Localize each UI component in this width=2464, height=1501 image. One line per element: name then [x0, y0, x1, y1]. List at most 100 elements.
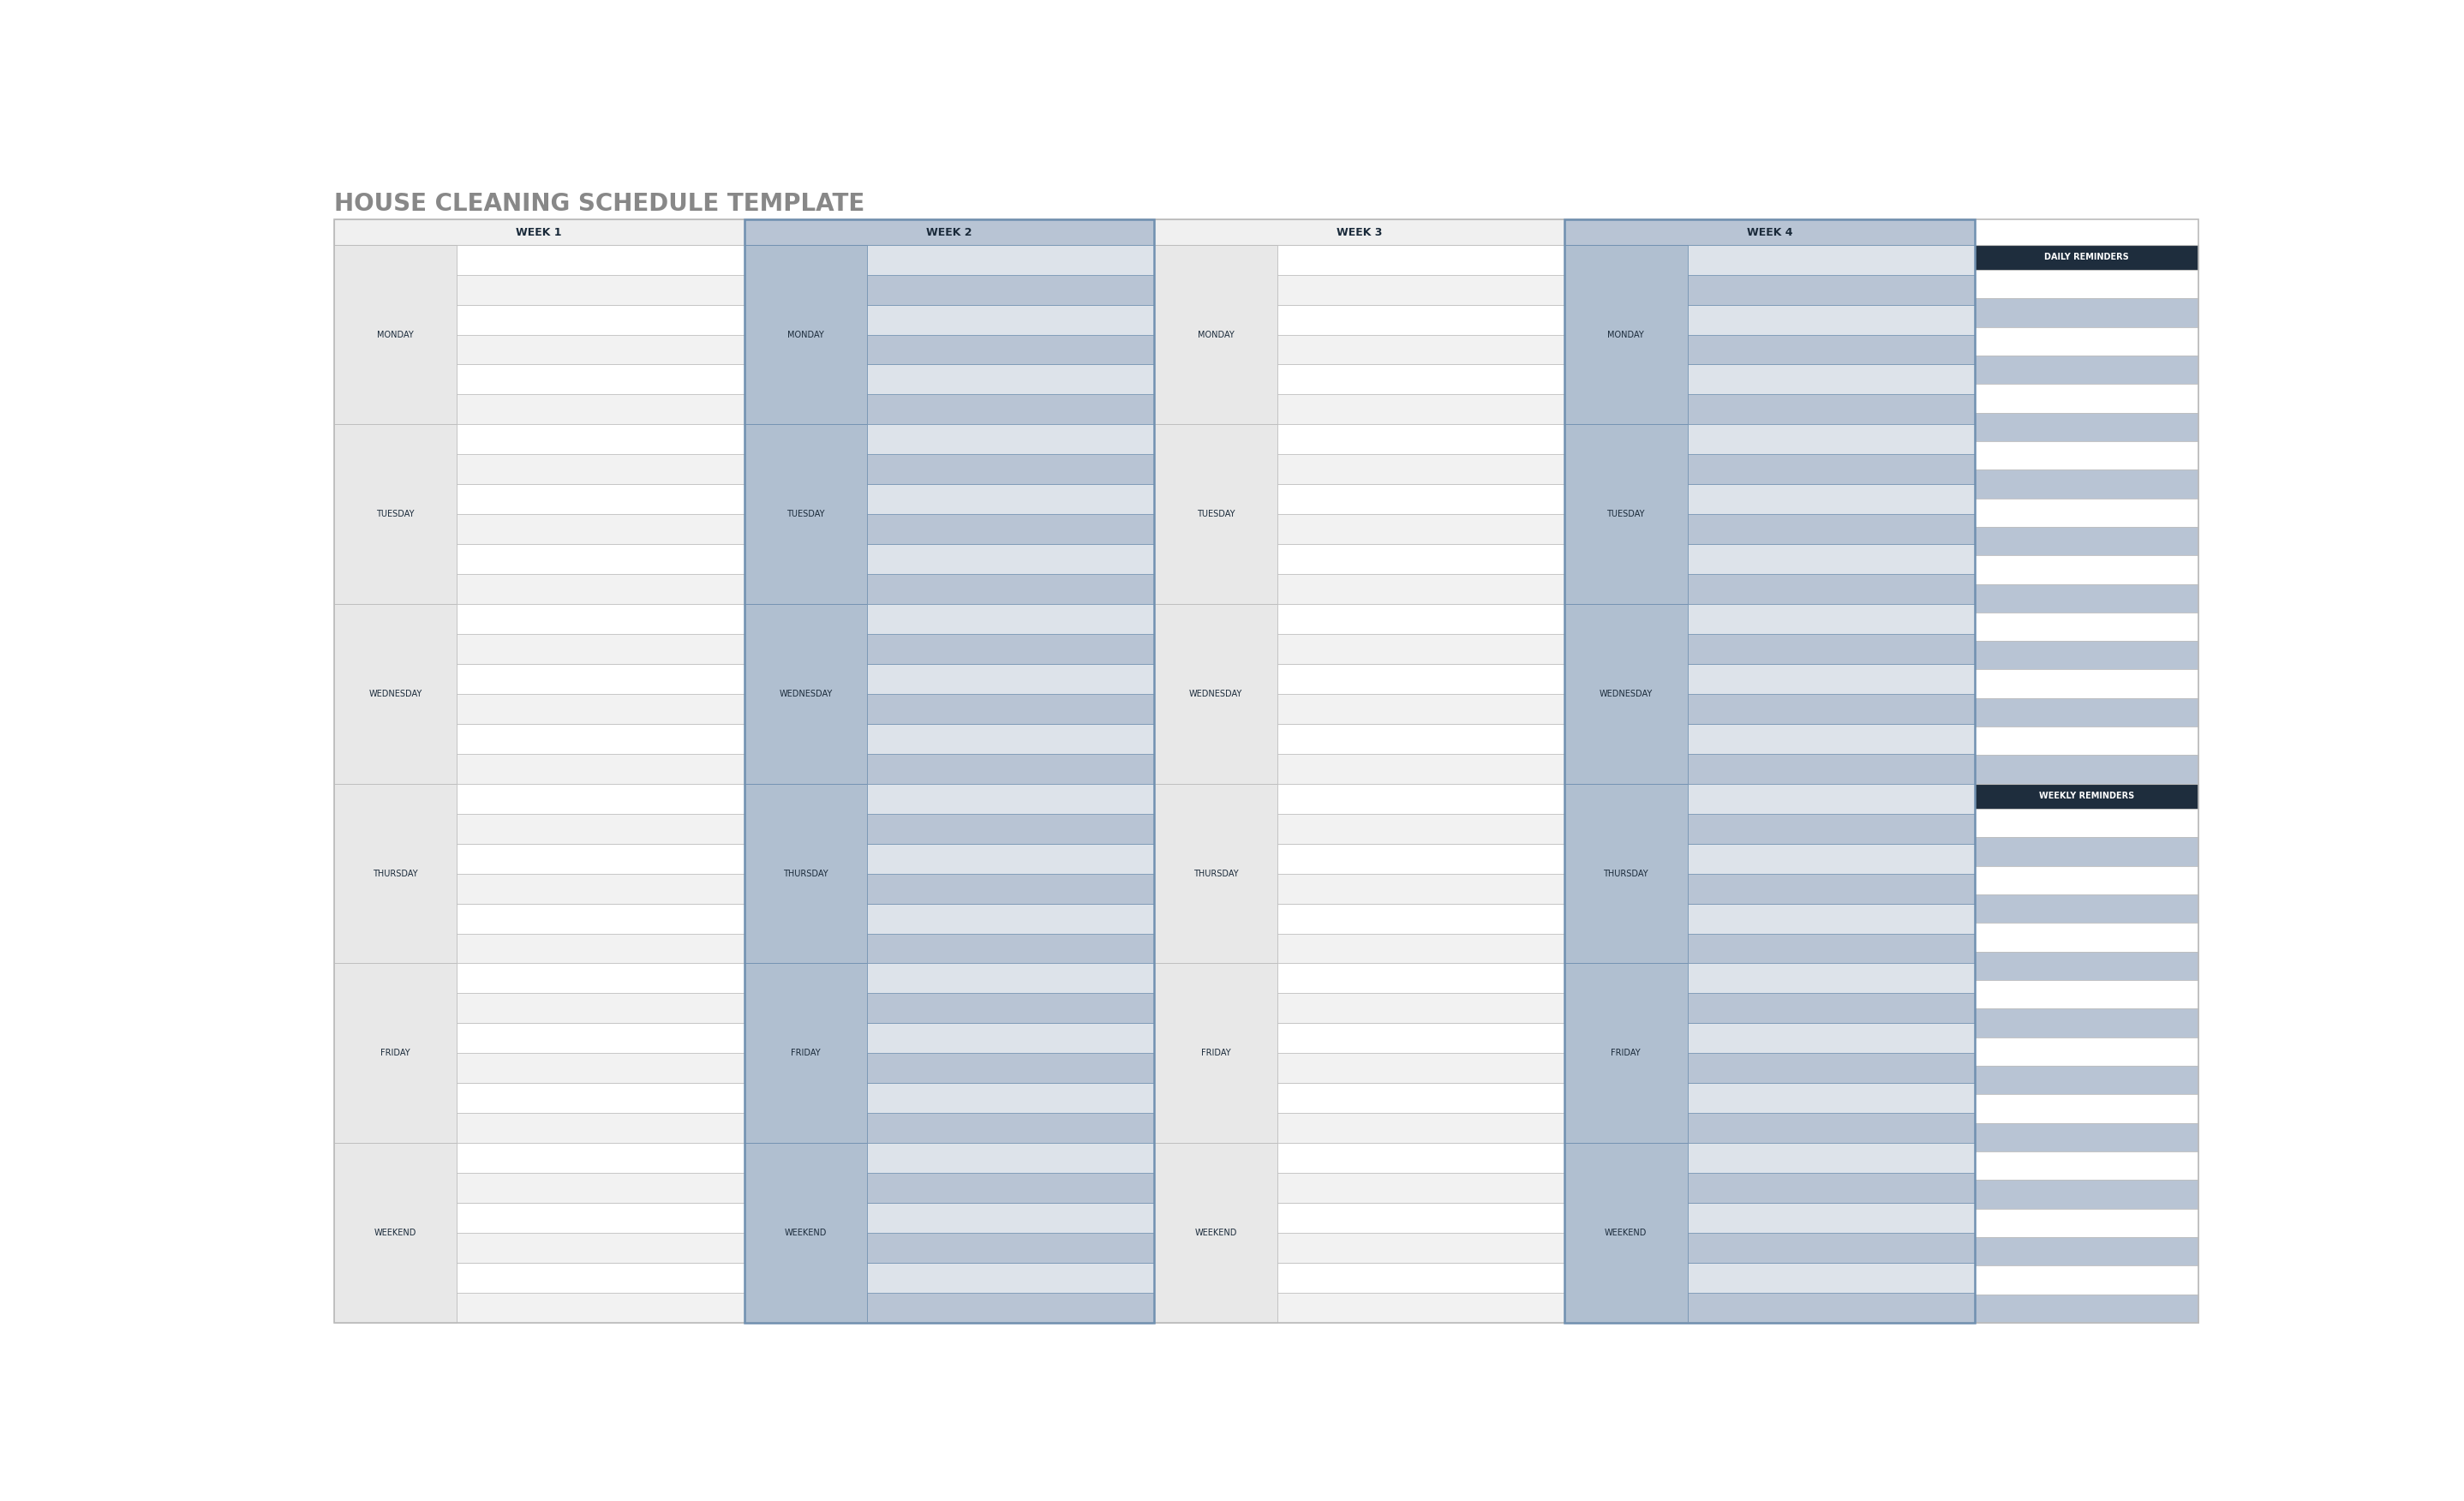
- Bar: [456, 335, 744, 365]
- Bar: [1565, 219, 1974, 245]
- Bar: [867, 1084, 1153, 1114]
- Text: WEEKEND: WEEKEND: [1195, 1229, 1237, 1237]
- Bar: [1974, 895, 2198, 923]
- Bar: [335, 425, 456, 603]
- Bar: [1276, 723, 1565, 754]
- Bar: [456, 485, 744, 515]
- Bar: [1688, 515, 1974, 545]
- Bar: [867, 1172, 1153, 1202]
- Bar: [867, 633, 1153, 663]
- Bar: [867, 245, 1153, 275]
- Text: WEEKEND: WEEKEND: [1604, 1229, 1646, 1237]
- Bar: [867, 874, 1153, 904]
- Bar: [867, 1262, 1153, 1292]
- Text: WEEKEND: WEEKEND: [375, 1229, 416, 1237]
- Bar: [1276, 275, 1565, 305]
- Bar: [1276, 994, 1565, 1024]
- Bar: [1974, 1151, 2198, 1180]
- Bar: [1974, 755, 2198, 784]
- Bar: [456, 1262, 744, 1292]
- Bar: [1974, 1180, 2198, 1208]
- Bar: [1688, 603, 1974, 633]
- Text: FRIDAY: FRIDAY: [791, 1049, 821, 1058]
- Bar: [867, 545, 1153, 575]
- Bar: [1688, 814, 1974, 844]
- Bar: [1974, 527, 2198, 555]
- Bar: [1688, 575, 1974, 603]
- Bar: [1153, 1144, 1276, 1322]
- Bar: [1974, 327, 2198, 356]
- Text: WEEK 2: WEEK 2: [926, 227, 973, 237]
- Bar: [1276, 1054, 1565, 1084]
- Bar: [867, 395, 1153, 425]
- Bar: [1276, 335, 1565, 365]
- Bar: [1688, 633, 1974, 663]
- Bar: [867, 485, 1153, 515]
- Bar: [867, 844, 1153, 874]
- Bar: [1565, 425, 1688, 603]
- Bar: [1974, 470, 2198, 498]
- Bar: [867, 1202, 1153, 1232]
- Bar: [335, 245, 456, 425]
- Text: WEDNESDAY: WEDNESDAY: [1190, 689, 1242, 698]
- Bar: [1153, 245, 1276, 425]
- Bar: [335, 964, 456, 1144]
- Bar: [456, 275, 744, 305]
- Bar: [1688, 934, 1974, 964]
- Bar: [1153, 219, 1565, 245]
- Bar: [867, 814, 1153, 844]
- Bar: [1153, 964, 1276, 1144]
- Bar: [1974, 1237, 2198, 1265]
- Bar: [867, 663, 1153, 693]
- Bar: [1276, 633, 1565, 663]
- Bar: [1276, 485, 1565, 515]
- Bar: [744, 964, 867, 1144]
- Text: WEEKLY REMINDERS: WEEKLY REMINDERS: [2038, 793, 2134, 800]
- Bar: [1276, 904, 1565, 934]
- Bar: [1276, 1172, 1565, 1202]
- Bar: [1974, 838, 2198, 866]
- Text: WEDNESDAY: WEDNESDAY: [370, 689, 421, 698]
- Bar: [1276, 575, 1565, 603]
- Bar: [1974, 669, 2198, 698]
- Bar: [1688, 874, 1974, 904]
- Bar: [1688, 1292, 1974, 1322]
- Bar: [1974, 270, 2198, 299]
- Bar: [1688, 425, 1974, 455]
- Bar: [867, 994, 1153, 1024]
- Bar: [1276, 1144, 1565, 1172]
- Bar: [1974, 299, 2198, 327]
- Bar: [1974, 784, 2198, 809]
- Bar: [1688, 485, 1974, 515]
- Bar: [456, 1024, 744, 1054]
- Bar: [1276, 754, 1565, 784]
- Bar: [456, 904, 744, 934]
- Bar: [456, 1114, 744, 1144]
- Bar: [456, 365, 744, 395]
- Bar: [1688, 245, 1974, 275]
- Bar: [1974, 219, 2198, 245]
- Bar: [1276, 844, 1565, 874]
- Bar: [1974, 698, 2198, 726]
- Bar: [1276, 1232, 1565, 1262]
- Bar: [867, 603, 1153, 633]
- Bar: [1276, 395, 1565, 425]
- Bar: [456, 754, 744, 784]
- Bar: [1565, 603, 1688, 784]
- Bar: [1688, 1144, 1974, 1172]
- Text: WEEK 1: WEEK 1: [515, 227, 562, 237]
- Bar: [1565, 1144, 1688, 1322]
- Bar: [1974, 726, 2198, 755]
- Bar: [1688, 1084, 1974, 1114]
- Bar: [744, 603, 867, 784]
- Bar: [456, 1144, 744, 1172]
- Bar: [456, 1232, 744, 1262]
- Text: THURSDAY: THURSDAY: [372, 869, 419, 878]
- Bar: [335, 1144, 456, 1322]
- Bar: [867, 1114, 1153, 1144]
- Bar: [1974, 1294, 2198, 1322]
- Bar: [456, 425, 744, 455]
- Bar: [1974, 1037, 2198, 1066]
- Bar: [456, 603, 744, 633]
- Text: MONDAY: MONDAY: [1198, 330, 1234, 339]
